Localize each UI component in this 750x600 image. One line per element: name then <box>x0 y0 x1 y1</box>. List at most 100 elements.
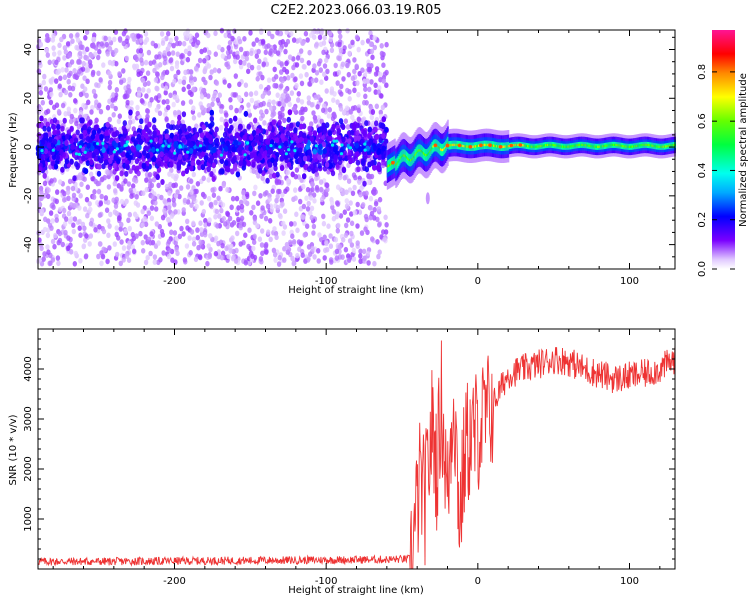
spectrogram-core-point <box>173 155 178 162</box>
spectrogram-core-point <box>273 165 278 172</box>
spectrogram-noise-point <box>105 104 111 111</box>
spectrogram-noise-point <box>187 45 192 51</box>
spectrogram-noise-point <box>173 182 178 188</box>
spectrogram-core-point <box>286 161 292 168</box>
spectrogram-noise-point <box>344 105 350 111</box>
spectrogram-core-point <box>214 126 219 133</box>
spectrogram-core-point <box>69 138 74 145</box>
spectrogram-noise-point <box>46 193 51 200</box>
spectrogram-noise-point <box>119 221 124 228</box>
spectrogram-noise-point <box>338 106 344 112</box>
spectrogram-noise-point <box>66 195 71 202</box>
spectrogram-noise-point <box>380 104 386 111</box>
spectrogram-core-point <box>188 141 194 148</box>
spectrogram-noise-point <box>131 183 136 189</box>
spectrogram-noise-point <box>115 251 120 258</box>
spectrogram-core-point <box>45 121 50 128</box>
spectrogram-noise-point <box>96 70 101 77</box>
spectrogram-noise-point <box>284 60 289 67</box>
spectrogram-noise-point <box>322 63 328 69</box>
spectrogram-noise-point <box>349 220 355 227</box>
spectrogram-noise-point <box>334 255 340 261</box>
spectrogram-core-point <box>265 177 270 184</box>
spectrogram-noise-point <box>44 47 50 54</box>
spectrogram-noise-point <box>85 46 90 53</box>
spectrogram-noise-point <box>206 243 211 249</box>
spectrogram-noise-point <box>366 66 371 73</box>
spectrogram-noise-point <box>195 39 201 46</box>
spectrogram-core-point <box>66 129 72 136</box>
spectrogram-noise-point <box>135 110 140 117</box>
spectrogram-noise-point <box>384 82 389 88</box>
spectrogram-core-point <box>128 109 133 116</box>
spectrogram-noise-point <box>52 51 57 57</box>
spectrogram-noise-point <box>259 28 264 34</box>
spectrogram-noise-point <box>246 62 252 69</box>
spectrogram-noise-point <box>186 84 191 90</box>
spectrogram-noise-point <box>278 39 283 46</box>
spectrogram-noise-point <box>169 229 174 236</box>
spectrogram-noise-point <box>363 93 368 100</box>
spectrogram-noise-point <box>275 50 281 56</box>
spectrogram-noise-point <box>373 89 378 95</box>
spectrogram-core-point <box>120 151 126 158</box>
spectrogram-noise-point <box>59 36 64 43</box>
spectrogram-core-point <box>53 163 59 170</box>
spectrogram-noise-point <box>82 206 88 212</box>
spectrogram-core-point <box>321 141 326 148</box>
spectrogram-noise-point <box>352 105 358 111</box>
spectrogram-noise-point <box>301 63 306 70</box>
spectrogram-noise-point <box>305 37 310 43</box>
spectrogram-core-point <box>158 138 163 145</box>
spectrogram-noise-point <box>117 113 123 119</box>
spectrogram-signal-core <box>405 156 408 159</box>
spectrogram-noise-point <box>177 40 182 47</box>
spectrogram-noise-point <box>276 261 282 267</box>
spectrogram-noise-point <box>143 221 149 228</box>
spectrogram-noise-point <box>318 179 324 185</box>
spectrogram-noise-point <box>324 182 330 188</box>
spectrogram-noise-point <box>298 73 304 79</box>
spectrogram-core-point <box>251 161 256 168</box>
spectrogram-noise-point <box>61 197 67 203</box>
spectrogram-noise-point <box>150 194 155 200</box>
spectrogram-noise-point <box>66 72 72 79</box>
spectrogram-noise-point <box>121 245 127 251</box>
spectrogram-noise-point <box>322 35 327 41</box>
spectrogram-noise-point <box>161 99 166 105</box>
spectrogram-core-point <box>336 128 341 135</box>
spectrogram-noise-point <box>223 32 228 39</box>
spectrogram-noise-point <box>90 175 95 182</box>
spectrogram-noise-point <box>236 216 241 223</box>
spectrogram-noise-point <box>242 60 247 66</box>
spectrogram-core-point <box>135 144 141 151</box>
spectrogram-noise-point <box>78 193 83 199</box>
spectrogram-noise-point <box>238 59 243 66</box>
spectrogram-noise-point <box>382 236 387 242</box>
spectrogram-noise-point <box>194 203 199 210</box>
spectrogram-signal-core <box>386 165 389 168</box>
spectrogram-noise-point <box>251 41 256 47</box>
spectrogram-noise-point <box>253 184 258 191</box>
spectrogram-core-point <box>91 129 97 136</box>
spectrogram-noise-point <box>199 93 205 100</box>
spectrogram-noise-point <box>384 41 389 48</box>
spectrogram-core-point <box>85 160 91 167</box>
spectrogram-noise-point <box>69 249 74 255</box>
spectrogram-noise-point <box>201 175 206 182</box>
spectrogram-noise-point <box>289 221 294 227</box>
spectrogram-core-point <box>347 138 352 145</box>
spectrogram-signal-core <box>403 154 406 157</box>
spectrogram-noise-point <box>173 209 178 215</box>
spectrogram-core-point <box>74 152 78 156</box>
spectrogram-noise-point <box>191 171 196 178</box>
spectrogram-noise-point <box>119 184 124 191</box>
spectrogram-core-point <box>163 155 168 162</box>
spectrogram-noise-point <box>213 30 218 37</box>
spectrogram-noise-point <box>40 99 45 106</box>
spectrogram-noise-point <box>73 107 78 114</box>
spectrogram-core-point <box>337 134 342 141</box>
spectrogram-noise-point <box>225 211 231 218</box>
spectrogram-noise-point <box>275 204 280 211</box>
spectrogram-core-point <box>136 133 142 140</box>
